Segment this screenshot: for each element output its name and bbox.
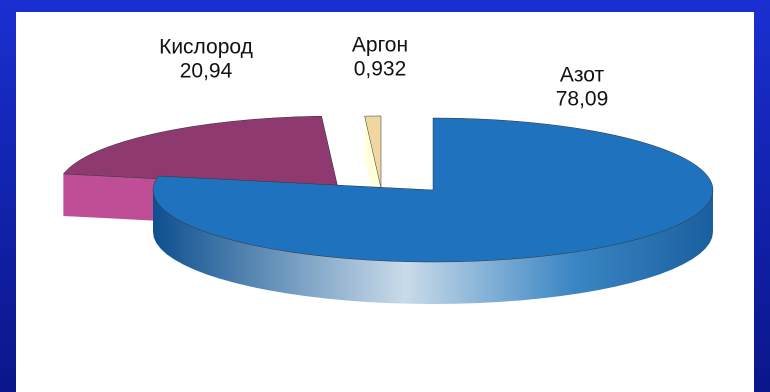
slice-top [62,115,339,189]
slice-top [364,115,382,189]
slice-label: Азот [560,64,605,87]
slice [152,117,714,304]
slice-value-label: 20,94 [180,60,233,83]
slice-value-label: 78,09 [556,88,609,111]
slice-side [153,190,713,304]
pie [62,115,714,304]
slice-value-label: 0,932 [354,58,407,81]
slice-label: Кислород [159,36,253,59]
slice-top [152,117,714,263]
slice-label: Аргон [352,34,408,57]
